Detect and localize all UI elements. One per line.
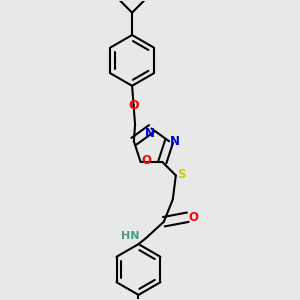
Text: N: N [169, 135, 179, 148]
Text: O: O [129, 99, 140, 112]
Text: S: S [177, 168, 185, 181]
Text: N: N [145, 127, 155, 140]
Text: HN: HN [121, 231, 140, 241]
Text: O: O [141, 154, 151, 167]
Text: O: O [188, 211, 198, 224]
